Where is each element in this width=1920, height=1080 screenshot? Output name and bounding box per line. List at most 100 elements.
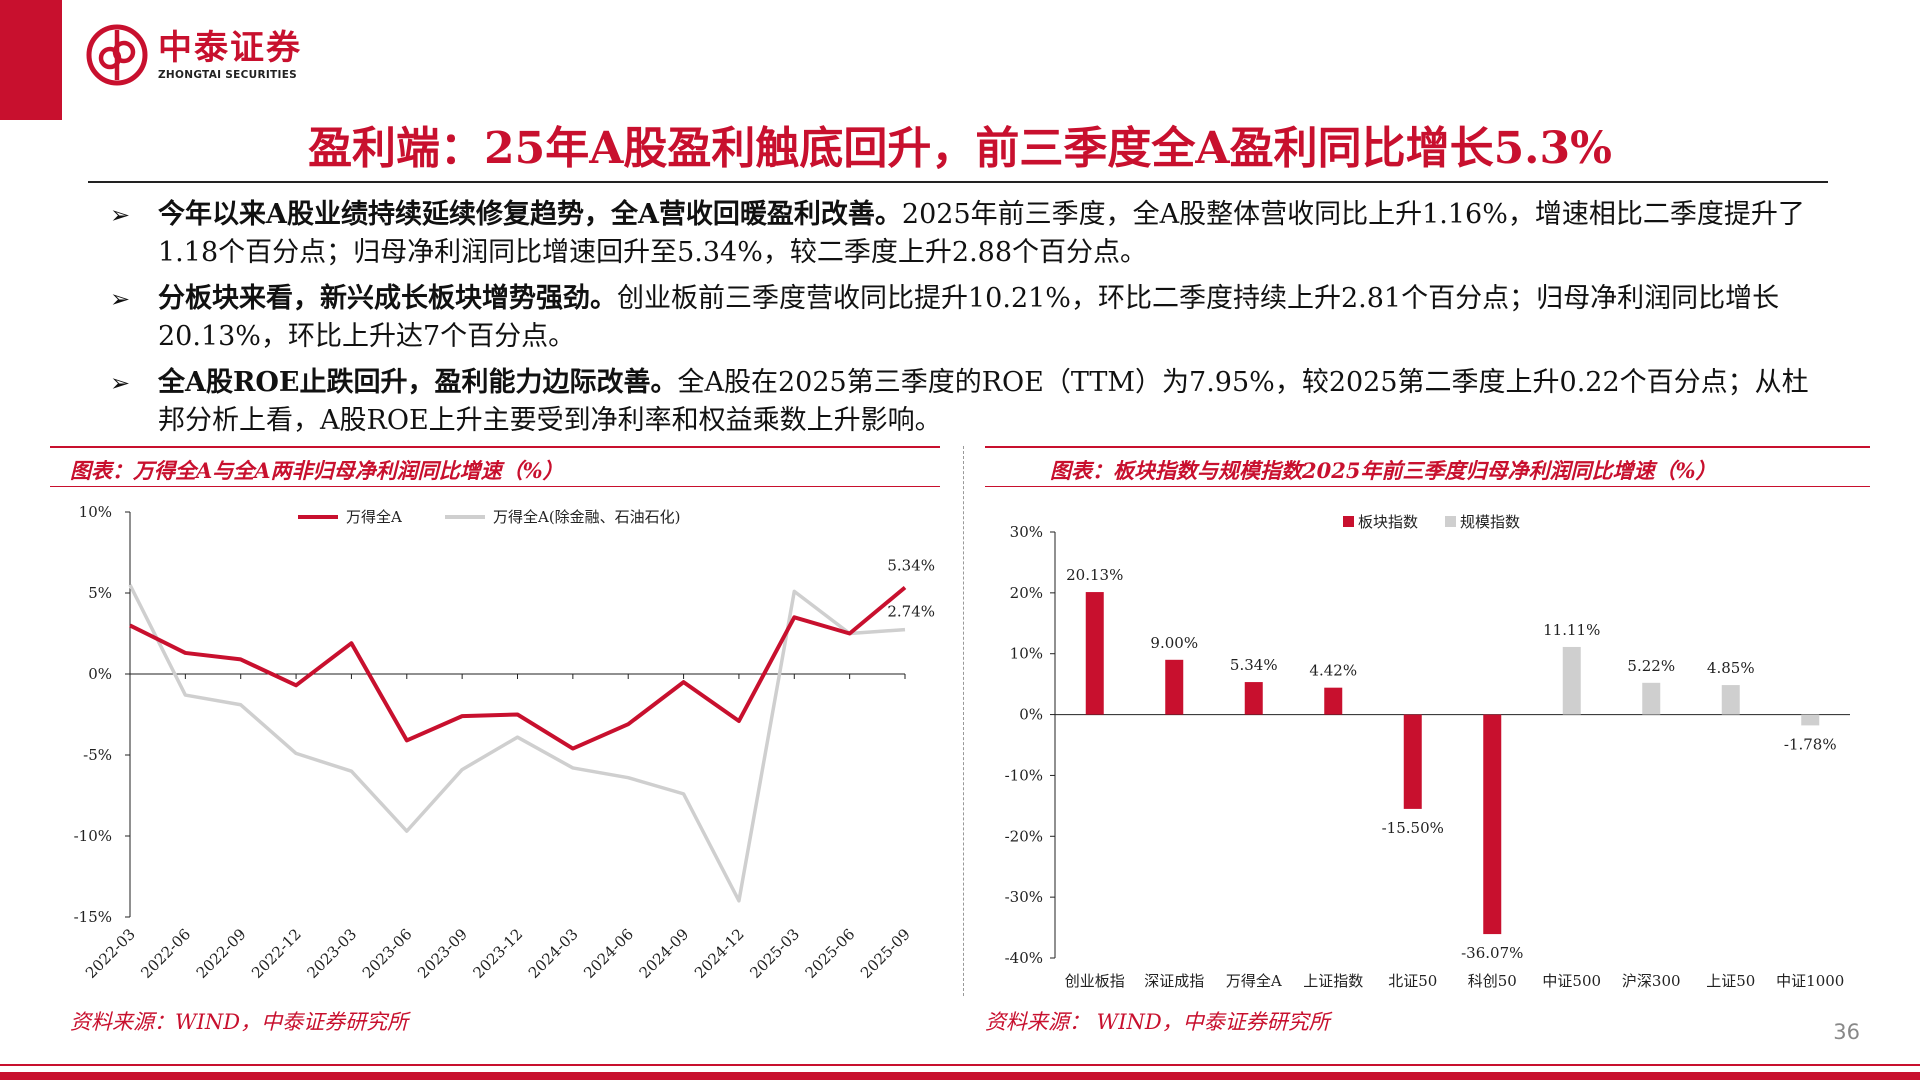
legend-swatch bbox=[1343, 516, 1354, 527]
series-line-wind-all-a-ex-fin bbox=[128, 584, 906, 903]
data-label: 2.74% bbox=[887, 603, 935, 621]
x-tick-label: 北证50 bbox=[1388, 972, 1437, 990]
right-panel-rule bbox=[985, 446, 1870, 448]
right-chart-title: 图表：板块指数与规模指数2025年前三季度归母净利润同比增速（%） bbox=[1050, 458, 1717, 483]
x-tick-label: 2025-03 bbox=[746, 925, 803, 982]
bar bbox=[1721, 685, 1740, 715]
y-tick-label: 30% bbox=[1010, 523, 1043, 541]
bar-data-label: -15.50% bbox=[1382, 819, 1444, 837]
bullet-bold: 分板块来看，新兴成长板块增势强劲。 bbox=[158, 283, 617, 314]
title-divider bbox=[88, 181, 1828, 183]
x-tick-label: 2023-09 bbox=[414, 925, 471, 982]
x-tick-label: 沪深300 bbox=[1622, 972, 1681, 990]
bullet-bold: 全A股ROE止跌回升，盈利能力边际改善。 bbox=[158, 367, 678, 398]
data-label: 5.34% bbox=[887, 556, 935, 574]
y-tick-label: 0% bbox=[1019, 706, 1043, 724]
y-tick-label: 10% bbox=[1010, 645, 1043, 663]
y-tick-label: 10% bbox=[79, 503, 112, 521]
bar-data-label: -1.78% bbox=[1784, 735, 1837, 753]
logo-mark-icon bbox=[86, 24, 148, 86]
bottom-bar bbox=[0, 1072, 1920, 1080]
bar-data-label: 9.00% bbox=[1150, 634, 1198, 652]
x-tick-label: 2024-06 bbox=[580, 925, 637, 982]
x-tick-label: 2022-09 bbox=[193, 925, 250, 982]
y-tick-label: 20% bbox=[1010, 584, 1043, 602]
left-panel-rule bbox=[50, 446, 940, 448]
series-line-wind-all-a bbox=[129, 585, 907, 751]
y-tick-label: -15% bbox=[74, 908, 112, 926]
bar bbox=[1165, 659, 1184, 715]
page-title: 盈利端：25年A股盈利触底回升，前三季度全A盈利同比增长5.3% bbox=[308, 123, 1612, 174]
left-accent-bar bbox=[0, 0, 62, 120]
x-tick-label: 2025-06 bbox=[802, 925, 859, 982]
bullet-text: 创业板前三季度营收同比提升10.21%，环比二季度持续上升2.81个百分点；归母… bbox=[158, 283, 1780, 352]
left-chart-title: 图表：万得全A与全A两非归母净利润同比增速（%） bbox=[70, 458, 564, 483]
x-tick-label: 2023-03 bbox=[303, 925, 360, 982]
y-tick-label: -5% bbox=[83, 746, 112, 764]
x-tick-label: 2023-06 bbox=[359, 925, 416, 982]
legend-swatch bbox=[1445, 516, 1456, 527]
legend-label: 万得全A(除金融、石油石化) bbox=[493, 508, 681, 526]
bar-data-label: 20.13% bbox=[1066, 566, 1123, 584]
bottom-rule bbox=[0, 1064, 1920, 1066]
x-tick-label: 中证1000 bbox=[1776, 972, 1844, 990]
x-tick-label: 上证50 bbox=[1706, 972, 1755, 990]
bullet-item: ➢ 全A股ROE止跌回升，盈利能力边际改善。全A股在2025第三季度的ROE（T… bbox=[110, 364, 1810, 440]
y-tick-label: -10% bbox=[74, 827, 112, 845]
bar bbox=[1403, 714, 1422, 809]
left-source-note: 资料来源：WIND，中泰证券研究所 bbox=[70, 1010, 409, 1034]
y-tick-label: -20% bbox=[1005, 827, 1043, 845]
legend-label: 万得全A bbox=[346, 508, 402, 526]
y-tick-label: -40% bbox=[1005, 949, 1043, 967]
x-tick-label: 2022-03 bbox=[82, 925, 139, 982]
bar bbox=[1085, 592, 1104, 715]
bullet-arrow-icon: ➢ bbox=[110, 369, 131, 397]
x-tick-label: 2024-12 bbox=[691, 925, 748, 982]
bar-data-label: 4.42% bbox=[1309, 662, 1357, 680]
logo-subtitle: ZHONGTAI SECURITIES bbox=[158, 68, 298, 81]
x-tick-label: 2025-09 bbox=[857, 925, 914, 982]
right-source-note: 资料来源： WIND，中泰证券研究所 bbox=[985, 1010, 1330, 1034]
left-chart-title-rule bbox=[50, 486, 940, 487]
x-tick-label: 2022-06 bbox=[137, 925, 194, 982]
bullet-arrow-icon: ➢ bbox=[110, 201, 131, 229]
bullet-item: ➢ 今年以来A股业绩持续延续修复趋势，全A营收回暖盈利改善。2025年前三季度，… bbox=[110, 196, 1810, 272]
bar bbox=[1642, 682, 1661, 715]
x-tick-label: 创业板指 bbox=[1065, 972, 1125, 990]
bar bbox=[1801, 714, 1820, 726]
bar bbox=[1562, 646, 1581, 715]
x-tick-label: 2024-03 bbox=[525, 925, 582, 982]
bar-chart: 30% 20% 10% 0% -10% -20% -30% -40% 20.13% 创业板指 9.0… bbox=[1005, 513, 1850, 990]
x-tick-label: 上证指数 bbox=[1303, 972, 1363, 990]
x-tick-label: 科创50 bbox=[1468, 972, 1517, 990]
x-tick-label: 中证500 bbox=[1542, 972, 1601, 990]
bar-data-label: 5.22% bbox=[1627, 657, 1675, 675]
page-number: 36 bbox=[1833, 1020, 1860, 1044]
bar bbox=[1483, 714, 1502, 935]
y-tick-label: -30% bbox=[1005, 888, 1043, 906]
x-tick-label: 2023-12 bbox=[470, 925, 527, 982]
x-tick-label: 2024-09 bbox=[636, 925, 693, 982]
panel-divider bbox=[963, 446, 964, 996]
bullet-list: ➢ 今年以来A股业绩持续延续修复趋势，全A营收回暖盈利改善。2025年前三季度，… bbox=[110, 196, 1810, 448]
bullet-arrow-icon: ➢ bbox=[110, 285, 131, 313]
right-chart-title-rule bbox=[985, 486, 1870, 487]
bar-data-label: 4.85% bbox=[1707, 659, 1755, 677]
bullet-item: ➢ 分板块来看，新兴成长板块增势强劲。创业板前三季度营收同比提升10.21%，环… bbox=[110, 280, 1810, 356]
legend-label: 规模指数 bbox=[1460, 513, 1520, 531]
bar-data-label: 11.11% bbox=[1543, 621, 1600, 639]
logo-name: 中泰证券 bbox=[158, 27, 302, 68]
x-tick-label: 2022-12 bbox=[248, 925, 305, 982]
bar bbox=[1324, 687, 1343, 715]
y-tick-label: -10% bbox=[1005, 766, 1043, 784]
bar bbox=[1244, 682, 1263, 715]
y-tick-label: 5% bbox=[88, 584, 112, 602]
x-tick-label: 万得全A bbox=[1226, 972, 1282, 990]
bullet-bold: 今年以来A股业绩持续延续修复趋势，全A营收回暖盈利改善。 bbox=[158, 199, 902, 230]
x-tick-label: 深证成指 bbox=[1144, 972, 1204, 990]
legend-label: 板块指数 bbox=[1358, 513, 1418, 531]
bullet-text: 2025年前三季度，全A股整体营收同比上升1.16%，增速相比二季度提升了1.1… bbox=[158, 199, 1805, 268]
bar-data-label: -36.07% bbox=[1461, 944, 1523, 962]
company-logo: 中泰证券 ZHONGTAI SECURITIES bbox=[86, 24, 302, 86]
y-tick-label: 0% bbox=[88, 665, 112, 683]
